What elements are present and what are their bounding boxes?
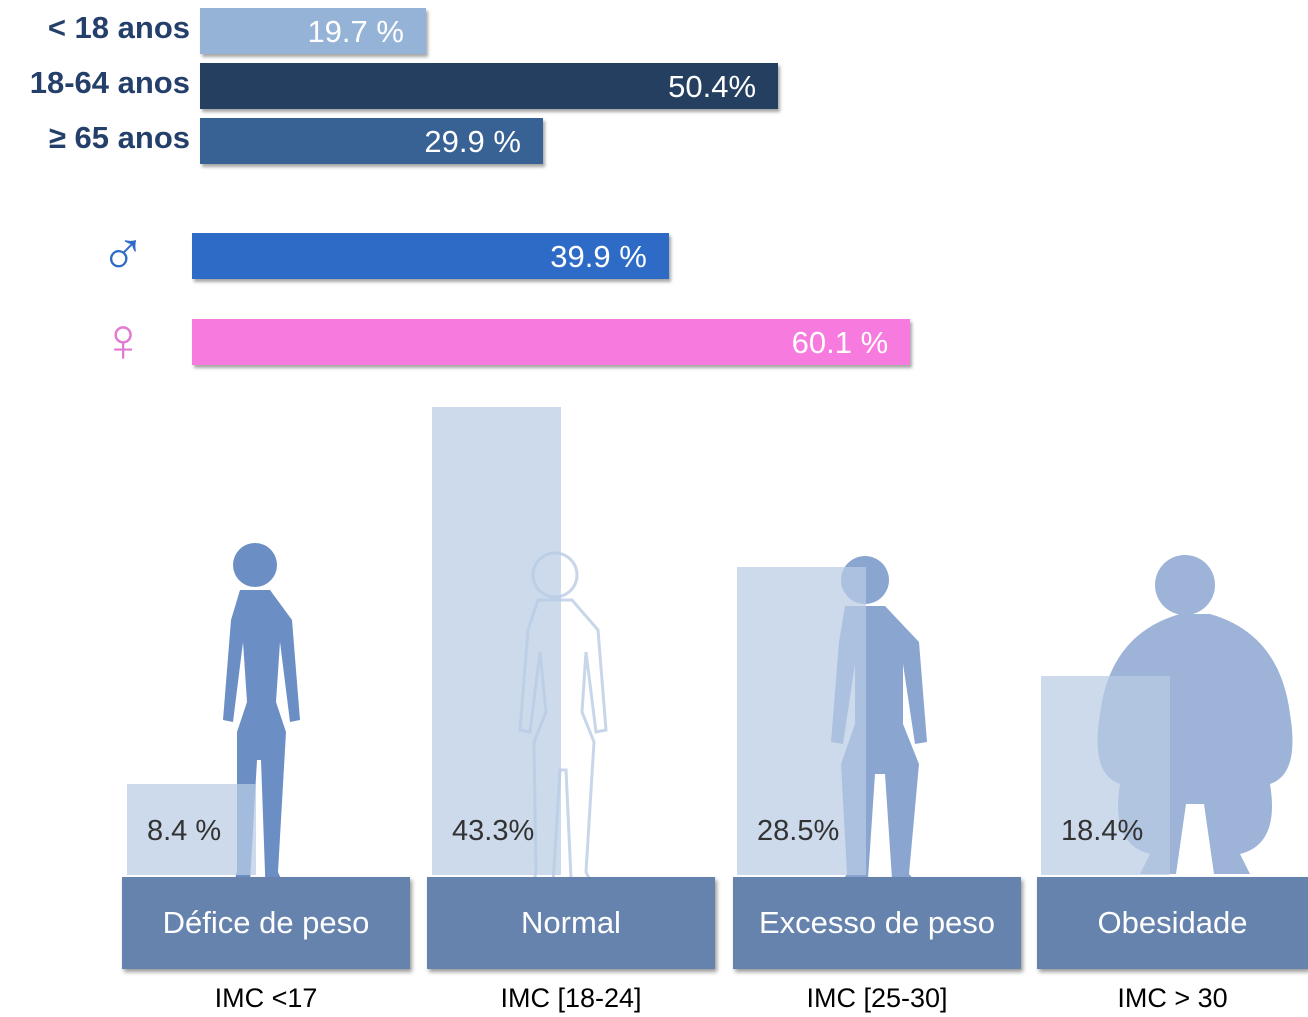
bar: 50.4% [200, 63, 778, 109]
value-label: 43.3% [452, 815, 534, 848]
category-label: 18-64 anos [0, 65, 190, 101]
value-label: 8.4 % [147, 815, 221, 848]
value-label: 60.1 % [792, 325, 889, 361]
category-box: Obesidade [1037, 877, 1308, 969]
bar: 29.9 % [200, 118, 543, 164]
category-note: IMC [25-30] [727, 983, 1027, 1014]
bar: 19.7 % [200, 8, 426, 54]
value-label: 50.4% [668, 69, 756, 105]
category-box: Défice de peso [122, 877, 410, 969]
gender-symbol: ♀ [88, 311, 158, 371]
value-label: 28.5% [757, 815, 839, 848]
value-label: 29.9 % [424, 124, 521, 160]
bar: 39.9 % [192, 233, 669, 279]
bar: 60.1 % [192, 319, 910, 365]
bar [432, 407, 561, 875]
category-label: < 18 anos [0, 10, 190, 46]
category-box: Excesso de peso [733, 877, 1021, 969]
gender-symbol: ♂ [88, 225, 158, 285]
category-label: ≥ 65 anos [0, 120, 190, 156]
value-label: 19.7 % [307, 14, 404, 50]
category-box: Normal [427, 877, 715, 969]
value-label: 18.4% [1061, 815, 1143, 848]
category-note: IMC <17 [116, 983, 416, 1014]
infographic: < 18 anos 19.7 % 18-64 anos 50.4% ≥ 65 anos 2… [0, 0, 1308, 1017]
category-note: IMC [18-24] [421, 983, 721, 1014]
value-label: 39.9 % [550, 239, 647, 275]
category-note: IMC > 30 [1023, 983, 1308, 1014]
